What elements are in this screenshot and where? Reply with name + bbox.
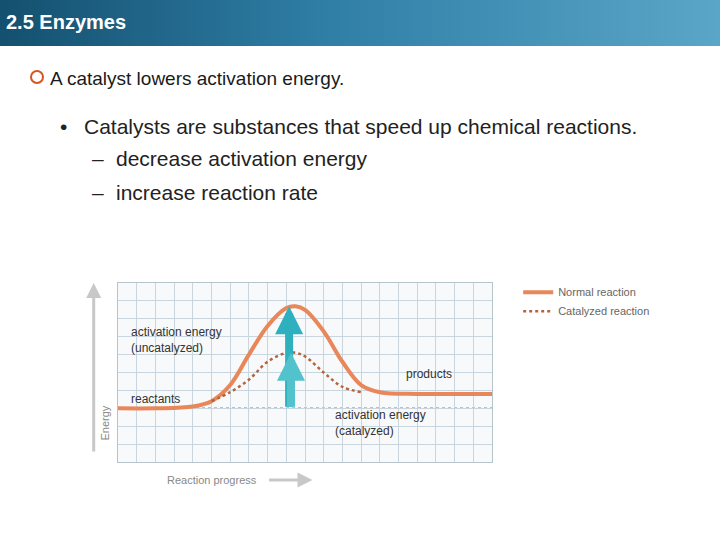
- svg-text:products: products: [406, 367, 452, 381]
- html-text:2.5 Enzymes: 2.5 Enzymes: [6, 11, 127, 33]
- html-text:increase reaction rate: increase reaction rate: [116, 181, 318, 204]
- svg-text:activation energy(catalyzed): activation energy(catalyzed): [335, 408, 426, 438]
- html-text:A catalyst lowers activation e: A catalyst lowers activation energy.: [50, 68, 345, 89]
- svg-text:Normal reaction: Normal reaction: [558, 286, 636, 298]
- html-text:decrease activation energy: decrease activation energy: [116, 147, 367, 170]
- svg-text:Reaction progress: Reaction progress: [167, 474, 257, 486]
- html-text:Catalysts are substances that: Catalysts are substances that speed up c…: [84, 115, 638, 138]
- svg-text:reactants: reactants: [131, 392, 180, 406]
- svg-text:activation energy(uncatalyzed): activation energy(uncatalyzed): [131, 325, 222, 355]
- svg-text:Catalyzed reaction: Catalyzed reaction: [558, 305, 649, 317]
- svg-text:Energy: Energy: [99, 405, 111, 440]
